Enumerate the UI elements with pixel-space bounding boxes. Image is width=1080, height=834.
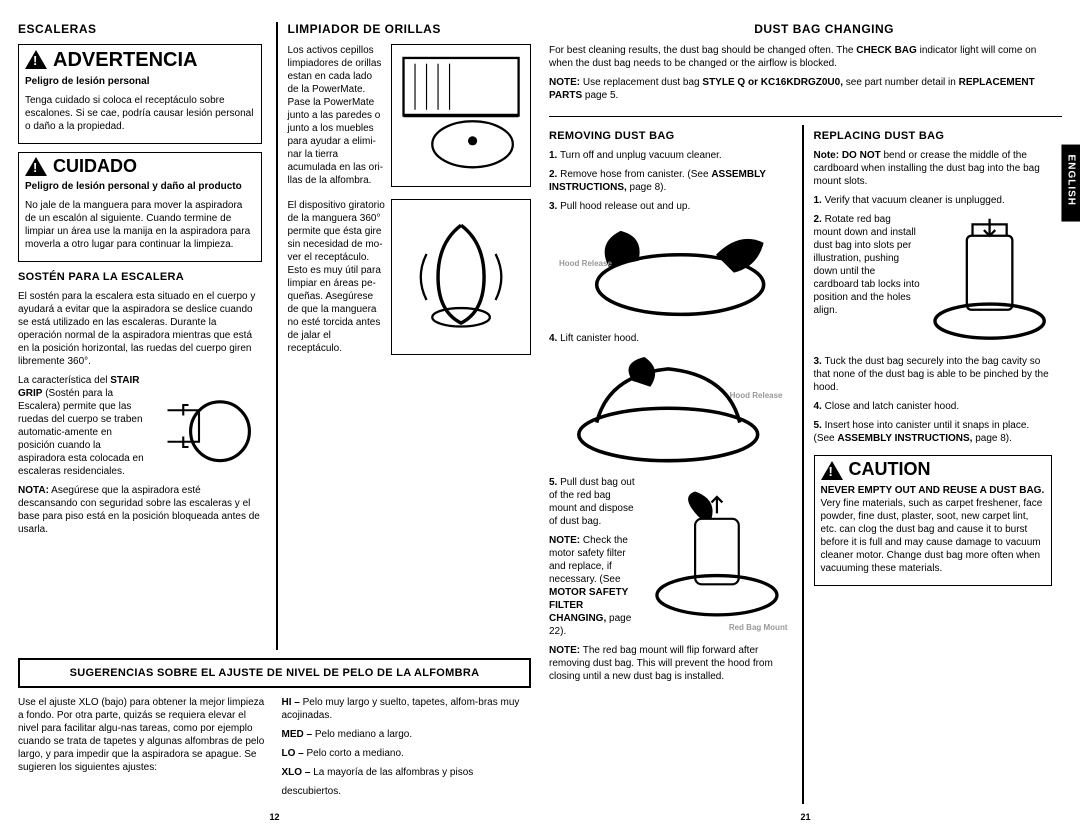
english-tab: ENGLISH (1061, 145, 1080, 222)
left-col-1: ESCALERAS ADVERTENCIA Peligro de lesión … (18, 22, 262, 650)
limpiador-heading: LIMPIADOR DE ORILLAS (288, 22, 532, 38)
pull-bag-illustration: Red Bag Mount (646, 476, 788, 638)
advertencia-title: ADVERTENCIA (53, 47, 197, 73)
cuidado-bold: Peligro de lesión personal y daño al pro… (25, 181, 242, 192)
carpet-section-bar: SUGERENCIAS SOBRE EL AJUSTE DE NIVEL DE … (18, 658, 531, 688)
caution-title: CAUTION (849, 458, 931, 481)
left-col-2: LIMPIADOR DE ORILLAS Los activos cepillo… (276, 22, 532, 650)
hood-release-label-2: Hood Release (730, 391, 783, 401)
carpet-col-2: HI – Pelo muy largo y suelto, tapetes, a… (282, 696, 532, 804)
warning-triangle-icon (25, 50, 47, 69)
dust-bag-heading: DUST BAG CHANGING (754, 22, 1062, 38)
cuidado-text: No jale de la manguera para mover la asp… (25, 199, 255, 251)
caution-title-row: CAUTION (821, 458, 1046, 481)
lift-hood-illustration: Hood Release (549, 351, 788, 470)
hood-release-illustration-1: Hood Release (549, 219, 788, 326)
divider (549, 116, 1062, 117)
install-bag-illustration (927, 213, 1052, 350)
sosten-p1: El sostén para la escalera esta situado … (18, 290, 262, 368)
stair-grip-illustration (157, 374, 262, 478)
advertencia-box: ADVERTENCIA Peligro de lesión personal T… (18, 44, 262, 144)
limpiador-p2: El dispositivo giratorio de la manguera … (288, 199, 385, 355)
edge-cleaner-illustration (391, 44, 531, 187)
dust-note: NOTE: Use replacement dust bag STYLE Q o… (549, 76, 1062, 102)
cuidado-title-row: CUIDADO (25, 155, 255, 178)
left-page-number: 12 (18, 812, 531, 824)
carpet-two-col: Use el ajuste XLO (bajo) para obtener la… (18, 696, 531, 804)
left-two-col: ESCALERAS ADVERTENCIA Peligro de lesión … (18, 22, 531, 650)
sosten-p2: La característica del STAIR GRIP (Sostén… (18, 374, 151, 478)
hood-release-label: Hood Release (559, 259, 612, 269)
sosten-nota: NOTA: Asegúrese que la aspiradora esté d… (18, 484, 262, 536)
cuidado-title: CUIDADO (53, 155, 137, 178)
warning-triangle-icon (821, 461, 843, 480)
cuidado-box: CUIDADO Peligro de lesión personal y dañ… (18, 152, 262, 262)
advertencia-title-row: ADVERTENCIA (25, 47, 255, 73)
right-page: ENGLISH DUST BAG CHANGING For best clean… (549, 22, 1062, 824)
dust-intro: For best cleaning results, the dust bag … (549, 44, 1062, 70)
red-bag-mount-label: Red Bag Mount (729, 623, 788, 633)
right-two-col: REMOVING DUST BAG 1. Turn off and unplug… (549, 125, 1062, 805)
left-page: ESCALERAS ADVERTENCIA Peligro de lesión … (18, 22, 531, 824)
advertencia-bold: Peligro de lesión personal (25, 76, 149, 87)
warning-triangle-icon (25, 157, 47, 176)
carpet-intro: Use el ajuste XLO (bajo) para obtener la… (18, 696, 268, 774)
removing-heading: REMOVING DUST BAG (549, 129, 788, 143)
carpet-col-1: Use el ajuste XLO (bajo) para obtener la… (18, 696, 268, 804)
caution-box: CAUTION NEVER EMPTY OUT AND REUSE A DUST… (814, 455, 1053, 585)
replacing-col: REPLACING DUST BAG Note: DO NOT bend or … (802, 125, 1063, 805)
advertencia-text: Tenga cuidado si coloca el receptáculo s… (25, 94, 255, 133)
escaleras-heading: ESCALERAS (18, 22, 262, 38)
limpiador-p1: Los activos cepillos limpiadores de oril… (288, 44, 385, 187)
sosten-heading: SOSTÉN PARA LA ESCALERA (18, 270, 262, 284)
swivel-illustration (391, 199, 531, 355)
replacing-heading: REPLACING DUST BAG (814, 129, 1053, 143)
removing-col: REMOVING DUST BAG 1. Turn off and unplug… (549, 125, 788, 805)
right-page-number: 21 (549, 812, 1062, 824)
